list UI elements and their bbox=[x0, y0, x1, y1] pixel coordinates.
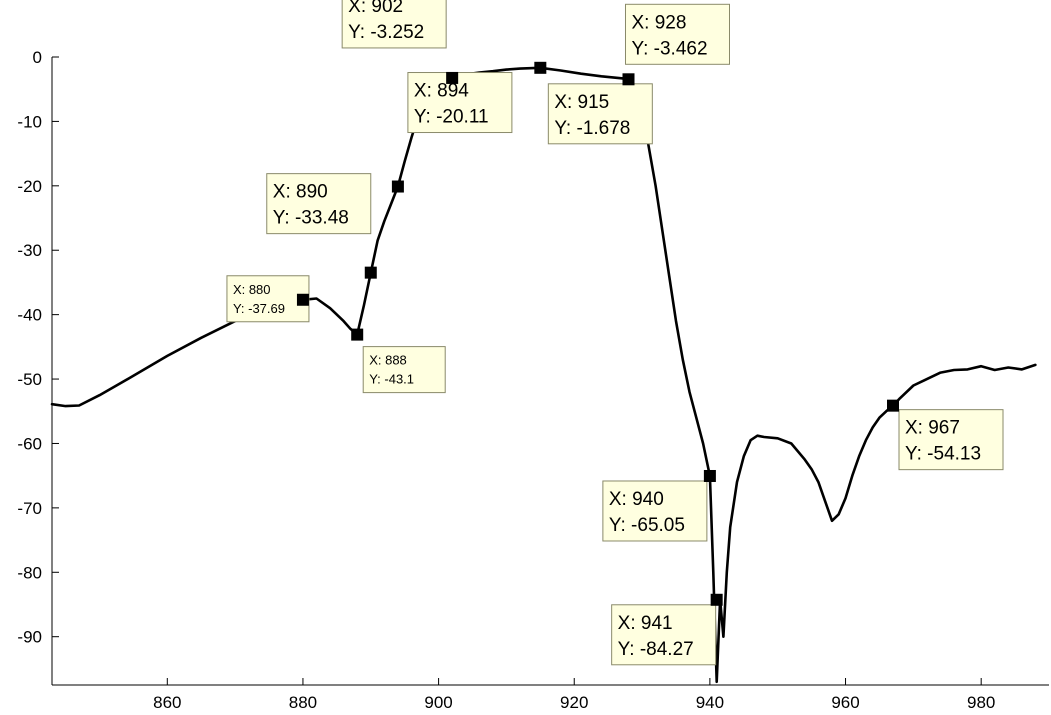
axes: 860 880 900 920 940 960 980 0 -10 -20 -30 -40 -50 -60… bbox=[17, 48, 1049, 712]
datatip-box bbox=[602, 480, 708, 542]
y-tick-label: -30 bbox=[17, 241, 42, 260]
y-tick-label: 0 bbox=[33, 48, 42, 67]
x-tick-label: 980 bbox=[967, 693, 995, 712]
datatip-marker bbox=[703, 469, 716, 482]
datatip-marker bbox=[296, 293, 309, 306]
datatip-x-label: X: 941 bbox=[618, 613, 673, 634]
x-tick-label: 920 bbox=[560, 693, 588, 712]
datatip-marker bbox=[887, 399, 900, 412]
x-tick-label: 860 bbox=[153, 693, 181, 712]
datatip: X: 894 Y: -20.11 bbox=[391, 72, 513, 193]
datatip-box bbox=[266, 173, 372, 235]
datatip-y-label: Y: -1.678 bbox=[554, 118, 630, 139]
datatip: X: 888 Y: -43.1 bbox=[351, 328, 446, 394]
datatip-x-label: X: 940 bbox=[609, 489, 664, 510]
x-tick-label: 960 bbox=[831, 693, 859, 712]
datatip-marker bbox=[710, 593, 723, 606]
datatip-x-label: X: 888 bbox=[369, 353, 407, 368]
datatip: X: 915 Y: -1.678 bbox=[534, 61, 653, 145]
datatip-x-label: X: 890 bbox=[273, 182, 328, 203]
datatip-marker bbox=[364, 266, 377, 279]
datatip: X: 890 Y: -33.48 bbox=[266, 173, 377, 279]
datatip-marker bbox=[622, 73, 635, 86]
datatip: X: 967 Y: -54.13 bbox=[887, 399, 1004, 471]
datatip-y-label: Y: -37.69 bbox=[233, 301, 285, 316]
y-tick-label: -10 bbox=[17, 112, 42, 131]
datatip-x-label: X: 902 bbox=[348, 0, 403, 17]
datatip-box bbox=[611, 604, 717, 666]
datatip-y-label: Y: -33.48 bbox=[273, 208, 349, 229]
x-tick-label: 900 bbox=[424, 693, 452, 712]
datatip-box bbox=[362, 346, 446, 394]
datatip-marker bbox=[351, 328, 364, 341]
datatip-box bbox=[898, 409, 1004, 471]
datatip: X: 940 Y: -65.05 bbox=[602, 469, 716, 542]
x-tick-label: 940 bbox=[696, 693, 724, 712]
series-layer bbox=[50, 66, 1037, 684]
datatip-x-label: X: 915 bbox=[554, 92, 609, 113]
datatip-x-label: X: 928 bbox=[631, 12, 686, 33]
datatip-y-label: Y: -84.27 bbox=[618, 639, 694, 660]
y-tick-label: -90 bbox=[17, 628, 42, 647]
datatip-box bbox=[547, 83, 653, 145]
datatip-y-label: Y: -65.05 bbox=[609, 515, 685, 536]
datatips-layer: X: 880 Y: -37.69 X: 888 Y: -43.1 X: 890 Y: -3… bbox=[226, 0, 1004, 666]
datatip-y-label: Y: -43.1 bbox=[369, 372, 414, 387]
datatip-box bbox=[624, 3, 730, 65]
datatip-x-label: X: 894 bbox=[414, 81, 469, 102]
datatip-box bbox=[341, 0, 447, 49]
datatip-y-label: Y: -3.462 bbox=[631, 38, 707, 59]
y-tick-label: -20 bbox=[17, 177, 42, 196]
datatip: X: 928 Y: -3.462 bbox=[622, 3, 730, 86]
y-tick-label: -40 bbox=[17, 306, 42, 325]
datatip: X: 902 Y: -3.252 bbox=[341, 0, 459, 84]
datatip-marker bbox=[534, 61, 547, 74]
x-tick-label: 880 bbox=[289, 693, 317, 712]
datatip-y-label: Y: -3.252 bbox=[348, 22, 424, 43]
y-tick-label: -50 bbox=[17, 370, 42, 389]
datatip: X: 880 Y: -37.69 bbox=[226, 275, 310, 323]
y-tick-label: -70 bbox=[17, 499, 42, 518]
datatip-y-label: Y: -54.13 bbox=[905, 444, 981, 465]
datatip-box bbox=[407, 72, 513, 134]
datatip-x-label: X: 880 bbox=[233, 282, 271, 297]
y-tick-label: -60 bbox=[17, 434, 42, 453]
datatip-y-label: Y: -20.11 bbox=[414, 107, 489, 128]
datatip-marker bbox=[391, 180, 404, 193]
datatip-marker bbox=[446, 71, 459, 84]
datatip-x-label: X: 967 bbox=[905, 418, 960, 439]
y-tick-label: -80 bbox=[17, 563, 42, 582]
series-line bbox=[50, 66, 1037, 684]
datatip: X: 941 Y: -84.27 bbox=[611, 593, 723, 666]
datatip-box bbox=[226, 275, 310, 323]
